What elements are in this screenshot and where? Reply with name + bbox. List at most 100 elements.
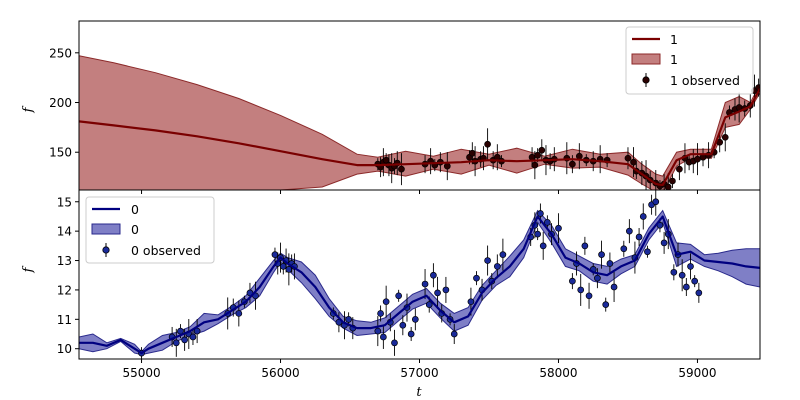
bottom-data-point <box>577 286 585 294</box>
bottom-legend-entry-points: 0 observed <box>131 243 201 258</box>
bottom-legend-point-swatch <box>102 246 110 254</box>
bottom-data-point <box>407 330 415 338</box>
top-y-tick-label: 200 <box>49 96 72 110</box>
top-data-point <box>484 140 491 148</box>
top-data-point <box>538 146 546 154</box>
bottom-panel: 10 11 12 13 14 15 55000 56000 57000 58000 59000 f… <box>21 189 761 400</box>
bottom-data-point <box>691 277 699 285</box>
bottom-data-point <box>430 271 437 279</box>
top-data-point <box>694 155 701 163</box>
bottom-data-point <box>539 242 547 250</box>
bottom-x-ticks: 55000 56000 57000 58000 59000 <box>122 359 717 380</box>
top-legend-frame <box>625 26 754 95</box>
top-data-point <box>630 158 637 166</box>
bottom-data-point <box>285 266 293 273</box>
bottom-data-point <box>695 289 703 297</box>
bottom-data-point <box>606 260 614 267</box>
bottom-data-point <box>421 280 429 288</box>
top-data-point <box>669 177 676 185</box>
top-mean-path <box>79 88 760 187</box>
bottom-mean-path <box>79 215 760 355</box>
bottom-data-point <box>544 218 551 226</box>
bottom-data-point <box>395 292 403 300</box>
bottom-data-point <box>382 298 390 306</box>
bottom-data-point <box>635 233 643 241</box>
bottom-data-point <box>181 336 188 344</box>
bottom-data-point <box>626 227 633 235</box>
bottom-data-point <box>345 315 352 323</box>
top-legend: 1 1 1 observed <box>625 26 754 95</box>
bottom-data-point <box>670 268 678 276</box>
bottom-data-point <box>620 245 628 253</box>
bottom-data-point <box>235 310 243 317</box>
bottom-legend: 0 0 0 observed <box>85 196 215 264</box>
bottom-data-point <box>467 298 475 306</box>
bottom-data-point <box>377 310 384 317</box>
bottom-mean-line <box>79 215 760 355</box>
bottom-data-point <box>473 274 480 282</box>
top-confidence-band <box>79 55 760 190</box>
bottom-x-axis-label: t <box>416 385 422 400</box>
bottom-data-point <box>594 274 601 282</box>
bottom-x-tick-label: 55000 <box>122 366 160 380</box>
top-y-tick-label: 250 <box>49 46 72 60</box>
bottom-data-point <box>602 301 610 308</box>
bottom-plot-frame <box>78 189 761 360</box>
bottom-data-point <box>537 210 544 217</box>
bottom-data-point <box>682 283 690 291</box>
bottom-data-point <box>499 251 507 259</box>
bottom-data-point <box>189 333 197 341</box>
top-legend-entry-points: 1 observed <box>670 73 740 88</box>
bottom-data-point <box>687 263 694 270</box>
bottom-data-point <box>534 230 541 238</box>
top-data-point <box>575 152 583 160</box>
bottom-x-tick-label: 56000 <box>261 366 299 380</box>
bottom-observed-points <box>138 190 703 359</box>
bottom-data-point <box>442 286 450 294</box>
bottom-y-ticks: 10 11 12 13 14 15 <box>57 195 79 356</box>
top-data-point <box>534 151 541 159</box>
bottom-legend-band-swatch <box>91 223 121 235</box>
bottom-x-tick-label: 59000 <box>678 366 716 380</box>
bottom-data-point <box>399 321 407 329</box>
bottom-data-point <box>380 333 387 341</box>
top-y-axis-label: f <box>21 105 36 113</box>
bottom-data-point <box>411 315 419 323</box>
bottom-x-tick-label: 58000 <box>539 366 577 380</box>
bottom-x-tick-label: 57000 <box>400 366 438 380</box>
bottom-y-tick-label: 12 <box>57 283 72 297</box>
bottom-data-point <box>660 239 668 247</box>
bottom-data-point <box>391 339 398 347</box>
top-legend-point-swatch <box>642 76 650 84</box>
top-y-tick-label: 150 <box>49 146 72 160</box>
bottom-data-point <box>639 213 647 220</box>
bottom-y-tick-label: 13 <box>57 254 72 268</box>
bottom-legend-frame <box>85 196 215 264</box>
bottom-data-point <box>678 271 686 279</box>
bottom-data-point <box>172 339 180 347</box>
bottom-data-point <box>425 301 433 308</box>
bottom-y-tick-label: 15 <box>57 195 72 209</box>
top-band-area <box>79 55 760 190</box>
top-x-ticks <box>141 190 698 194</box>
bottom-legend-entry-band: 0 <box>131 222 139 237</box>
bottom-data-point <box>434 289 441 297</box>
bottom-data-point <box>279 263 287 270</box>
bottom-data-point <box>581 242 589 250</box>
top-data-point <box>676 165 683 173</box>
bottom-data-point <box>271 251 279 259</box>
top-data-point <box>468 149 476 157</box>
bottom-y-tick-label: 10 <box>57 342 72 356</box>
bottom-y-tick-label: 14 <box>57 225 72 239</box>
bottom-data-point <box>193 327 201 335</box>
top-data-point <box>531 161 539 169</box>
bottom-data-point <box>644 248 651 256</box>
top-y-ticks: 150 200 250 <box>49 46 79 160</box>
bottom-data-point <box>484 257 491 264</box>
top-data-point <box>398 165 405 173</box>
bottom-data-point <box>585 292 593 300</box>
bottom-y-tick-label: 11 <box>57 313 72 327</box>
top-legend-band-swatch <box>631 53 661 65</box>
bottom-data-point <box>374 327 382 335</box>
